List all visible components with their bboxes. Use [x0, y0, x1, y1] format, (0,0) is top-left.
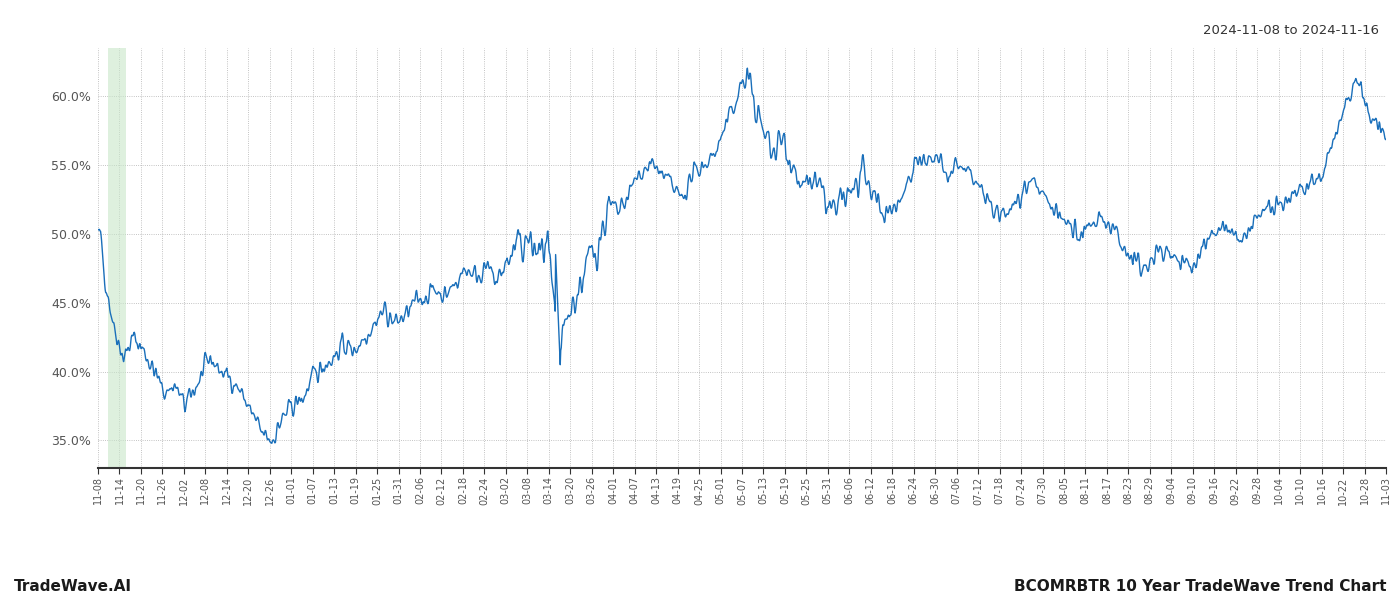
Bar [108, 48, 126, 468]
Text: 2024-11-08 to 2024-11-16: 2024-11-08 to 2024-11-16 [1203, 24, 1379, 37]
Text: TradeWave.AI: TradeWave.AI [14, 579, 132, 594]
Text: BCOMRBTR 10 Year TradeWave Trend Chart: BCOMRBTR 10 Year TradeWave Trend Chart [1014, 579, 1386, 594]
